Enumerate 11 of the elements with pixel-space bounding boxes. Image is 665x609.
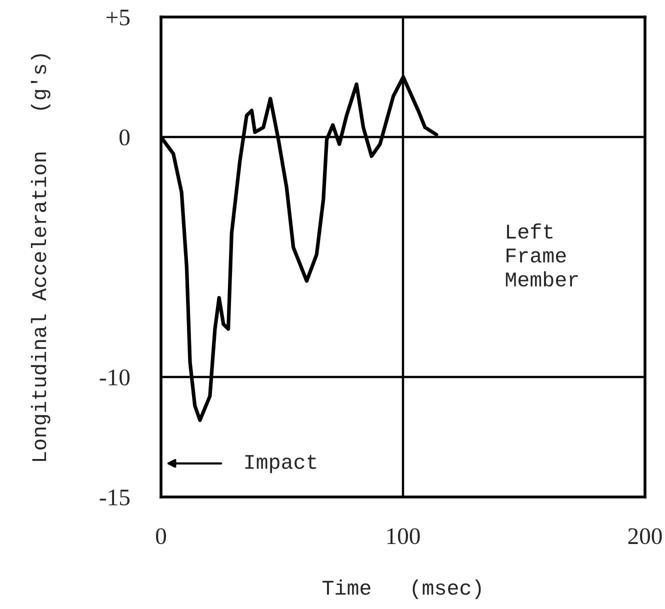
x-tick-label: 0 [156,528,166,544]
annotation: Impact [245,454,316,474]
y-axis-title: Longitudinal Acceleration (g's) [30,54,50,461]
y-tick-label: -10 [100,369,130,386]
annotation: Left Frame Member [506,223,578,287]
x-axis-title: Time (msec) [322,580,481,599]
x-tick-label: 100 [387,528,420,544]
y-tick-label: +5 [106,10,130,26]
y-tick-label: 0 [120,129,130,146]
y-tick-label: -15 [100,490,130,506]
x-tick-label: 200 [628,528,662,544]
